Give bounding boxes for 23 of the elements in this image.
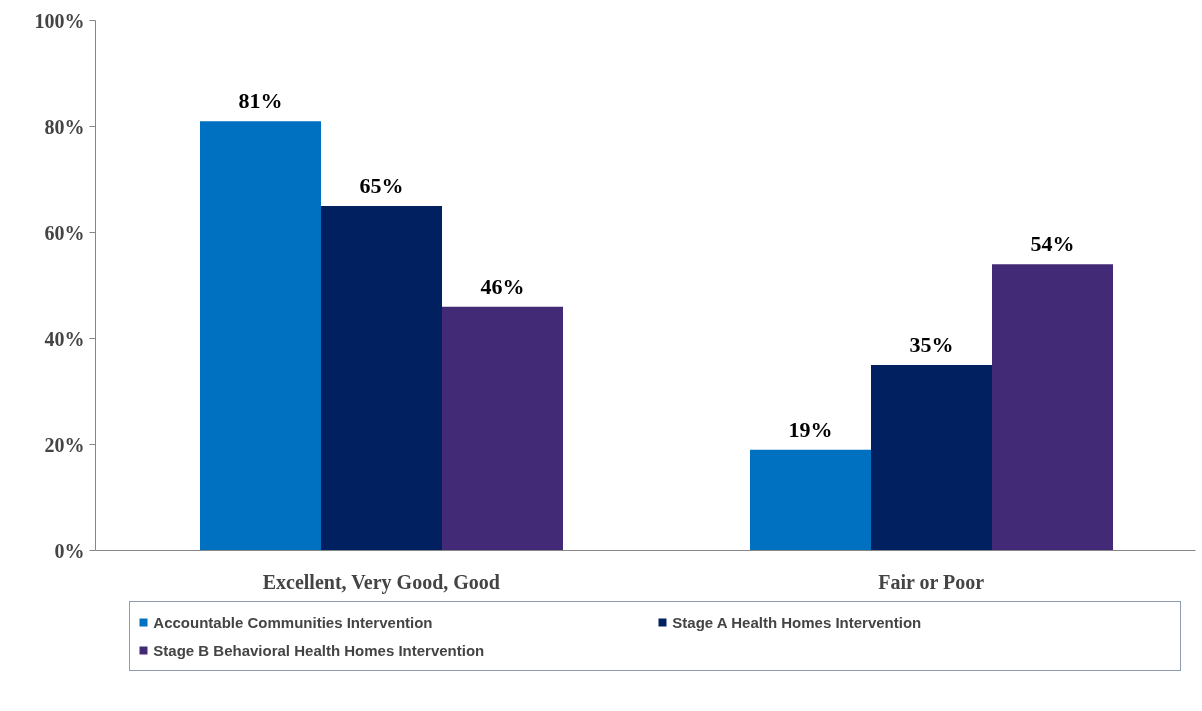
bar	[200, 121, 321, 551]
data-label: 65%	[359, 173, 404, 198]
bar	[321, 206, 442, 551]
data-label: 81%	[238, 88, 283, 114]
legend-label: Stage A Health Homes Intervention	[672, 612, 923, 633]
data-label: 46%	[480, 273, 525, 299]
bar	[442, 306, 563, 551]
y-tick-label: 40%	[44, 327, 85, 350]
x-tick-label: Excellent, Very Good, Good	[262, 570, 500, 594]
y-tick-label: 80%	[44, 115, 85, 138]
y-tick-label: 60%	[44, 221, 85, 244]
data-label: 35%	[909, 332, 954, 357]
data-label: 19%	[788, 416, 833, 442]
y-tick-label: 0%	[54, 539, 85, 562]
bar	[871, 365, 992, 551]
y-tick-label: 100%	[34, 9, 85, 32]
legend-label: Accountable Communities Intervention	[153, 612, 434, 633]
data-label: 54%	[1030, 231, 1075, 257]
legend-label: Stage B Behavioral Health Homes Intervention	[153, 640, 486, 661]
y-tick-label: 20%	[44, 433, 85, 456]
bar	[750, 449, 871, 551]
bar	[992, 264, 1113, 551]
x-tick-label: Fair or Poor	[878, 570, 985, 593]
